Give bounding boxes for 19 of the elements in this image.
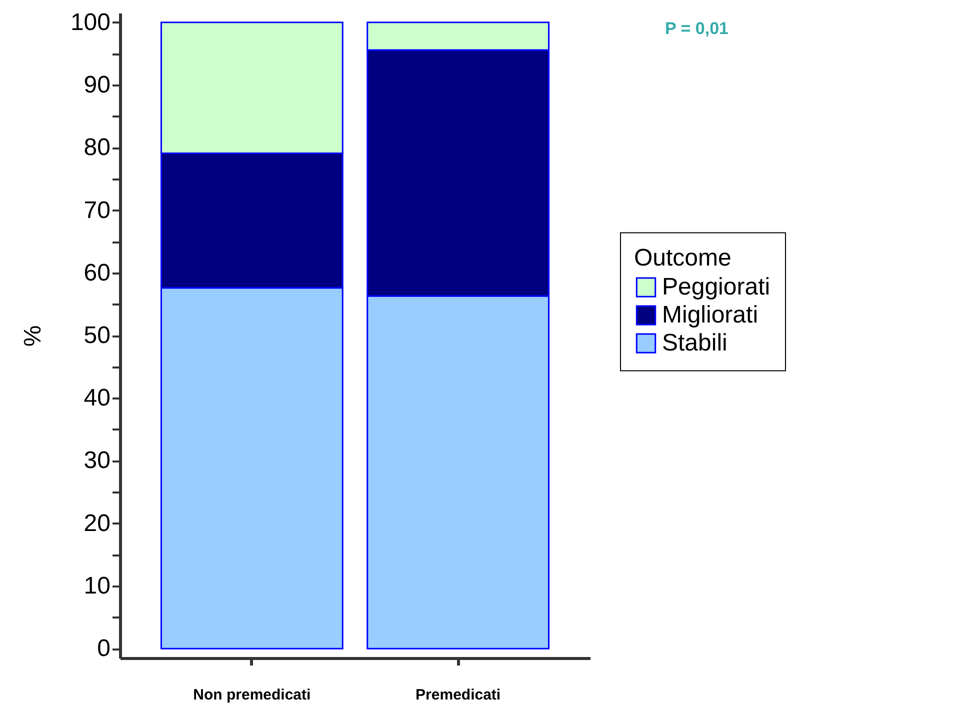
y-tick-label: 40 <box>84 384 110 412</box>
y-tick-label: 20 <box>84 510 110 537</box>
y-tick-label: 60 <box>84 259 110 286</box>
legend-title: Outcome <box>634 244 732 272</box>
legend-label: Stabili <box>662 329 728 356</box>
y-tick-label: 70 <box>84 196 110 224</box>
y-tick-label: 80 <box>84 134 110 162</box>
legend-label: Peggiorati <box>662 273 770 300</box>
y-axis-title: % <box>19 325 46 347</box>
y-tick-label: 50 <box>84 322 110 349</box>
y-tick-label: 0 <box>97 635 110 662</box>
y-tick-label: 30 <box>84 447 110 474</box>
x-tick-label: Premedicati <box>416 686 501 704</box>
text: P = 0,01 <box>665 19 728 38</box>
legend-label: Migliorati <box>662 301 758 328</box>
y-tick-label: 10 <box>84 572 110 600</box>
y-tick-label: 90 <box>84 72 110 99</box>
x-tick-label: Non premedicati <box>193 686 311 704</box>
y-tick-label: 100 <box>70 8 110 36</box>
